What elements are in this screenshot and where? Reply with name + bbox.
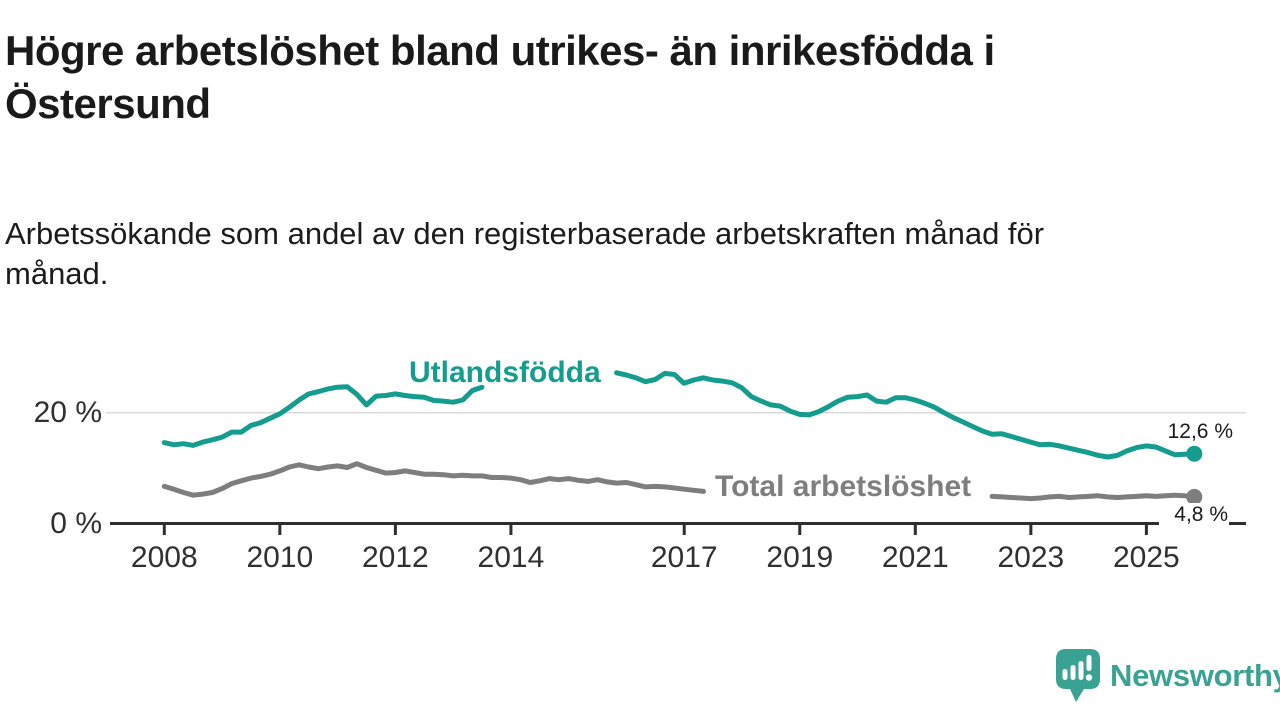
page-subtitle-line-1: Arbetssökande som andel av den registerb… [5, 216, 1045, 251]
end-value-label-total: 4,8 % [1159, 503, 1229, 530]
series-line-1-seg1 [989, 492, 1197, 502]
x-axis-label-2010: 2010 [246, 541, 314, 574]
newsworthy-wordmark: Newsworthy [1110, 658, 1280, 693]
x-axis-label-2023: 2023 [997, 541, 1065, 574]
series-line-0-seg1 [614, 370, 1197, 460]
page-subtitle-line-2: månad. [5, 256, 109, 291]
series-end-dot-0 [1186, 445, 1203, 462]
series-line-1-seg0 [161, 461, 706, 498]
x-axis-label-2025: 2025 [1113, 541, 1180, 574]
x-axis-label-2021: 2021 [881, 541, 949, 574]
page-title: Högre arbetslöshet bland utrikes- än inr… [5, 24, 995, 130]
newsworthy-logo: Newsworthy [1056, 648, 1280, 704]
y-axis-label-0: 0 % [50, 506, 102, 540]
end-value-label-utlandsfodda: 12,6 % [1167, 420, 1233, 443]
series-end-dot-1 [1186, 488, 1203, 505]
series-label-utlandsfodda: Utlandsfödda [409, 356, 601, 389]
page-title-line-2: Östersund [5, 80, 211, 127]
x-axis-label-2012: 2012 [362, 541, 429, 574]
page-subtitle: Arbetssökande som andel av den registerb… [5, 214, 1044, 294]
x-axis-label-2014: 2014 [477, 541, 545, 574]
page-title-line-1: Högre arbetslöshet bland utrikes- än inr… [5, 27, 995, 74]
x-axis-label-2008: 2008 [130, 541, 198, 574]
bar-chart-speech-bubble-icon [1056, 649, 1100, 702]
y-axis-label-20: 20 % [33, 395, 102, 429]
x-axis-label-2017: 2017 [650, 541, 718, 574]
series-line-0-seg0 [161, 384, 485, 448]
x-axis-label-2019: 2019 [766, 541, 834, 574]
series-label-total-arbetsloshet: Total arbetslöshet [715, 470, 972, 503]
